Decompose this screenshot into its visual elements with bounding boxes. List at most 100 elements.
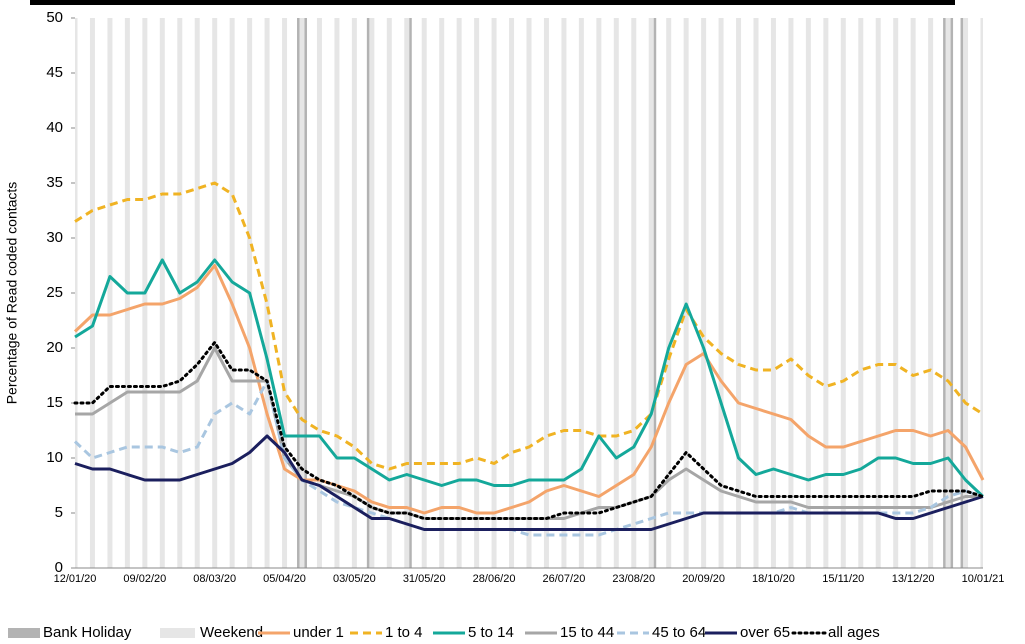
weekend-band	[963, 18, 969, 568]
weekend-band	[613, 18, 619, 568]
weekend-band	[439, 18, 445, 568]
weekend-band	[631, 18, 637, 568]
y-tick-label: 20	[46, 339, 63, 356]
y-tick-label: 5	[55, 504, 63, 521]
weekend-band	[107, 18, 113, 568]
x-tick-label: 05/04/20	[263, 573, 306, 585]
weekend-band	[788, 18, 794, 568]
bank-holiday-band	[304, 18, 307, 568]
weekend-band	[718, 18, 724, 568]
weekend-band	[89, 18, 95, 568]
legend-label: 45 to 64	[652, 624, 706, 641]
series-line	[74, 434, 984, 531]
weekend-band	[736, 18, 742, 568]
bank-holiday-band	[653, 18, 657, 568]
legend-label: under 1	[293, 624, 344, 641]
weekend-band	[875, 18, 881, 568]
y-tick-label: 25	[46, 284, 63, 301]
weekend-band	[456, 18, 462, 568]
weekend-band	[299, 18, 305, 568]
legend-label: Weekend	[200, 624, 263, 641]
bank-holiday-band	[960, 18, 964, 568]
legend-label: over 65	[740, 624, 790, 641]
legend-swatch	[8, 628, 40, 638]
x-tick-label: 18/10/20	[752, 573, 795, 585]
legend-swatch	[160, 628, 195, 638]
y-tick-label: 0	[55, 559, 63, 576]
weekend-band	[474, 18, 480, 568]
bank-holiday-band	[943, 18, 946, 568]
x-tick-label: 10/01/21	[962, 573, 1005, 585]
legend-label: all ages	[828, 624, 880, 641]
weekend-band	[75, 18, 78, 568]
weekend-band	[543, 18, 549, 568]
weekend-band	[945, 18, 951, 568]
y-tick-label: 50	[46, 9, 63, 26]
bank-holiday-band	[366, 18, 370, 568]
y-tick-label: 45	[46, 64, 63, 81]
bank-holiday-band	[297, 18, 300, 568]
weekend-band	[928, 18, 934, 568]
x-tick-label: 20/09/20	[682, 573, 725, 585]
legend-label: 15 to 44	[560, 624, 614, 641]
weekend-band	[212, 18, 218, 568]
x-tick-label: 23/08/20	[612, 573, 655, 585]
weekend-band	[893, 18, 899, 568]
weekend-band	[840, 18, 846, 568]
x-tick-label: 31/05/20	[403, 573, 446, 585]
x-tick-label: 03/05/20	[333, 573, 376, 585]
weekend-band	[316, 18, 322, 568]
weekend-band	[421, 18, 427, 568]
weekend-band	[509, 18, 515, 568]
x-tick-label: 09/02/20	[123, 573, 166, 585]
bank-holiday-band	[409, 18, 412, 568]
weekend-band	[386, 18, 392, 568]
weekend-band	[805, 18, 811, 568]
weekend-band	[648, 18, 654, 568]
series-line	[74, 181, 984, 471]
series-line	[74, 258, 985, 498]
y-tick-label: 35	[46, 174, 63, 191]
x-tick-label: 26/07/20	[543, 573, 586, 585]
weekend-band	[823, 18, 829, 568]
legend-label: 5 to 14	[468, 624, 514, 641]
weekend-band	[526, 18, 532, 568]
y-tick-label: 15	[46, 394, 63, 411]
x-tick-label: 12/01/20	[54, 573, 97, 585]
weekend-band	[910, 18, 916, 568]
series-line	[73, 264, 985, 515]
weekend-band	[980, 18, 983, 568]
weekend-band	[666, 18, 672, 568]
background-bands	[75, 18, 983, 568]
x-tick-label: 08/03/20	[193, 573, 236, 585]
weekend-band	[753, 18, 759, 568]
weekend-band	[404, 18, 410, 568]
weekend-band	[491, 18, 497, 568]
weekend-band	[194, 18, 200, 568]
weekend-band	[578, 18, 584, 568]
weekend-band	[858, 18, 864, 568]
series-line	[73, 341, 985, 520]
y-tick-label: 10	[46, 449, 63, 466]
legend-label: 1 to 4	[385, 624, 423, 641]
y-tick-label: 40	[46, 119, 63, 136]
legend-label: Bank Holiday	[43, 624, 132, 641]
weekend-band	[264, 18, 270, 568]
y-tick-label: 30	[46, 229, 63, 246]
weekend-band	[561, 18, 567, 568]
weekend-band	[282, 18, 288, 568]
weekend-band	[351, 18, 357, 568]
x-tick-label: 15/11/20	[822, 573, 864, 585]
weekend-band	[159, 18, 165, 568]
weekend-band	[770, 18, 776, 568]
x-tick-label: 28/06/20	[473, 573, 516, 585]
top-border	[30, 0, 955, 5]
x-tick-label: 13/12/20	[892, 573, 935, 585]
y-axis-label: Percentage of Read coded contacts	[4, 182, 20, 405]
weekend-band	[683, 18, 689, 568]
weekend-band	[369, 18, 375, 568]
bank-holiday-band	[950, 18, 954, 568]
weekend-band	[596, 18, 602, 568]
weekend-band	[701, 18, 707, 568]
